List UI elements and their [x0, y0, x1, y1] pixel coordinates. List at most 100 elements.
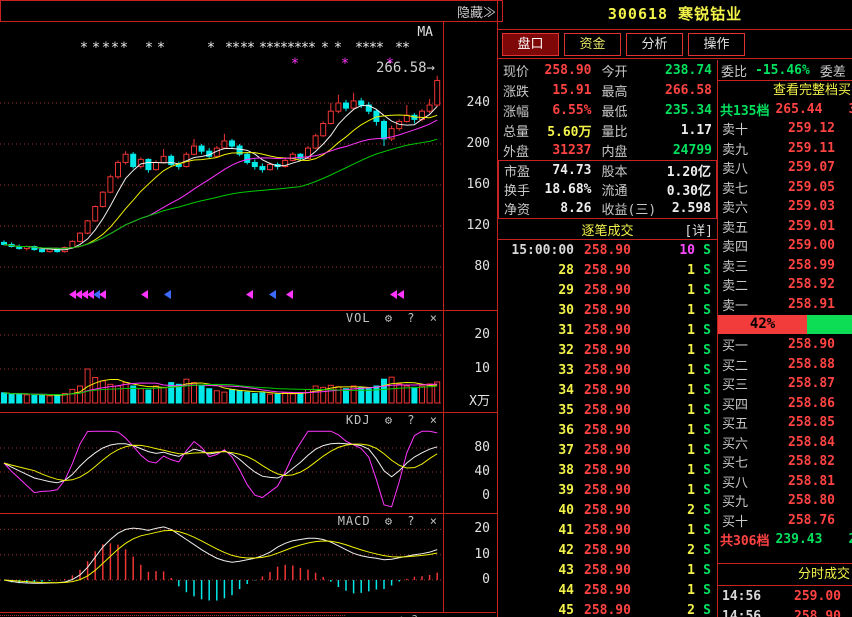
quote-value: 0.30亿	[666, 184, 711, 199]
tick-list-title: 逐笔成交	[581, 223, 634, 239]
macd-plot[interactable]: MACD ⚙ ? ×	[0, 513, 444, 612]
quote-value: 18.68%	[544, 182, 592, 197]
tick-side: S	[703, 242, 711, 258]
buy-level-row[interactable]: 买七 258.82	[718, 452, 852, 472]
buy-level-row[interactable]: 买一 258.90	[718, 335, 852, 355]
time-trades-header: 分时成交	[718, 563, 852, 586]
level-price: 258.90	[788, 337, 835, 353]
kline-panel: MA 266.58→ * * * * * * * * * * * * * * * * * * * * * * * * * * * * *…	[0, 22, 497, 311]
tick-side: S	[703, 542, 711, 558]
tab-盘口[interactable]: 盘口	[502, 32, 559, 56]
sell-level-row[interactable]: 卖二 258.92	[718, 275, 852, 295]
y-axis-tick: 200	[466, 136, 490, 151]
sell-level-row[interactable]: 卖一 258.91	[718, 295, 852, 315]
level-price: 258.92	[788, 277, 835, 293]
kline-plot[interactable]: MA 266.58→ * * * * * * * * * * * * * * * * * * * * * * * * * * * * *…	[0, 22, 444, 310]
help-icon[interactable]: ?	[407, 311, 416, 325]
tab-资金[interactable]: 资金	[564, 32, 621, 56]
tick-price: 258.90	[584, 322, 631, 338]
hide-panel-button[interactable]: 隐藏≫	[456, 5, 496, 21]
buy-sell-ratio-bar: 42%	[718, 315, 852, 334]
sell-level-row[interactable]: 卖三 258.99	[718, 256, 852, 276]
gear-icon[interactable]: ⚙	[384, 311, 394, 325]
level-price: 258.81	[788, 473, 835, 489]
svg-text:*: *	[259, 40, 267, 56]
buy-level-row[interactable]: 买二 258.88	[718, 355, 852, 375]
sell-level-row[interactable]: 卖八 259.07	[718, 158, 852, 178]
buy-level-row[interactable]: 买九 258.80	[718, 491, 852, 511]
buy-level-row[interactable]: 买三 258.87	[718, 374, 852, 394]
tick-price: 258.90	[584, 422, 631, 438]
quote-label: 量比	[601, 124, 628, 140]
kdj-plot[interactable]: KDJ ⚙ ? ×	[0, 412, 444, 513]
tick-row: 44 258.90 1 S	[498, 580, 717, 600]
tick-side: S	[703, 582, 711, 598]
sell-level-row[interactable]: 卖十 259.12	[718, 119, 852, 139]
tick-row: 15:00:00 258.90 10 S	[498, 240, 717, 260]
level-price: 259.12	[788, 121, 835, 137]
tab-操作[interactable]: 操作	[688, 32, 745, 56]
svg-text:*: *	[362, 40, 370, 56]
tick-time: 35	[558, 402, 574, 418]
level-label: 卖六	[722, 201, 749, 217]
svg-text:*: *	[157, 40, 165, 56]
tick-time: 32	[558, 342, 574, 358]
tick-row: 34 258.90 1 S	[498, 380, 717, 400]
volume-plot[interactable]: VOL ⚙ ? ×	[0, 310, 444, 412]
help-icon[interactable]: ?	[407, 413, 416, 427]
gear-icon[interactable]: ⚙	[384, 413, 394, 427]
help-icon[interactable]: ?	[407, 514, 416, 528]
buy-level-row[interactable]: 买十 258.76	[718, 511, 852, 531]
tick-side: S	[703, 322, 711, 338]
quote-row: 换手 18.68% 流通 0.30亿	[499, 180, 716, 199]
quote-value: 8.26	[560, 201, 592, 216]
buy-level-row[interactable]: 买六 258.84	[718, 433, 852, 453]
close-icon[interactable]: ×	[429, 413, 438, 427]
buy-level-row[interactable]: 买八 258.81	[718, 472, 852, 492]
gear-icon[interactable]: ⚙	[384, 514, 394, 528]
sell-level-row[interactable]: 卖五 259.01	[718, 217, 852, 237]
sell-level-row[interactable]: 卖四 259.00	[718, 236, 852, 256]
sell-levels: 卖十 259.12 卖九 259.11 卖八 259.07 卖七 259.05 卖六 259.03…	[718, 119, 852, 314]
time-trades-list: 14:56 259.00 14:56 258.90	[718, 586, 852, 617]
tab-分析[interactable]: 分析	[626, 32, 683, 56]
svg-text:*: *	[291, 56, 299, 72]
sell-level-row[interactable]: 卖六 259.03	[718, 197, 852, 217]
macd-chart[interactable]	[0, 513, 443, 611]
sell-level-row[interactable]: 卖七 259.05	[718, 178, 852, 198]
level-price: 259.05	[788, 179, 835, 195]
tick-row: 41 258.90 1 S	[498, 520, 717, 540]
kline-chart[interactable]: * * * * * * * * ** ** ******** * * **** *** * *	[0, 22, 443, 309]
buy-level-row[interactable]: 买四 258.86	[718, 394, 852, 414]
cut-gridline	[0, 615, 345, 616]
tick-time: 29	[558, 282, 574, 298]
tick-row: 42 258.90 2 S	[498, 540, 717, 560]
sell-level-row[interactable]: 卖九 259.11	[718, 139, 852, 159]
tick-time: 33	[558, 362, 574, 378]
svg-text:*: *	[301, 40, 309, 56]
order-book-column: 委比 -15.46% 委差 查看完整档买 共135档 265.44 3 卖十 25…	[717, 60, 852, 617]
tick-price: 258.90	[584, 562, 631, 578]
quote-label: 最高	[601, 84, 628, 100]
level-price: 258.84	[788, 434, 835, 450]
volume-chart[interactable]	[0, 310, 443, 411]
tick-side: S	[703, 482, 711, 498]
level-label: 卖二	[722, 279, 749, 295]
quote-row: 外盘 31237 内盘 24799	[498, 140, 717, 160]
y-axis-tick: 20	[474, 327, 490, 342]
tick-volume: 1	[687, 342, 695, 358]
close-icon[interactable]: ×	[429, 514, 438, 528]
level-label: 买九	[722, 495, 749, 511]
svg-text:*: *	[207, 40, 215, 56]
svg-text:*: *	[386, 56, 394, 72]
y-axis-tick: 0	[482, 572, 490, 587]
kdj-chart[interactable]	[0, 412, 443, 512]
quote-value: 235.34	[665, 102, 712, 118]
tick-detail-link[interactable]: [详]	[684, 223, 713, 239]
buy-level-row[interactable]: 买五 258.85	[718, 413, 852, 433]
quote-label: 市盈	[504, 165, 531, 180]
tick-time: 44	[558, 582, 574, 598]
view-full-book-link[interactable]: 查看完整档买	[772, 83, 851, 98]
close-icon[interactable]: ×	[429, 311, 438, 325]
level-label: 买十	[722, 514, 749, 530]
